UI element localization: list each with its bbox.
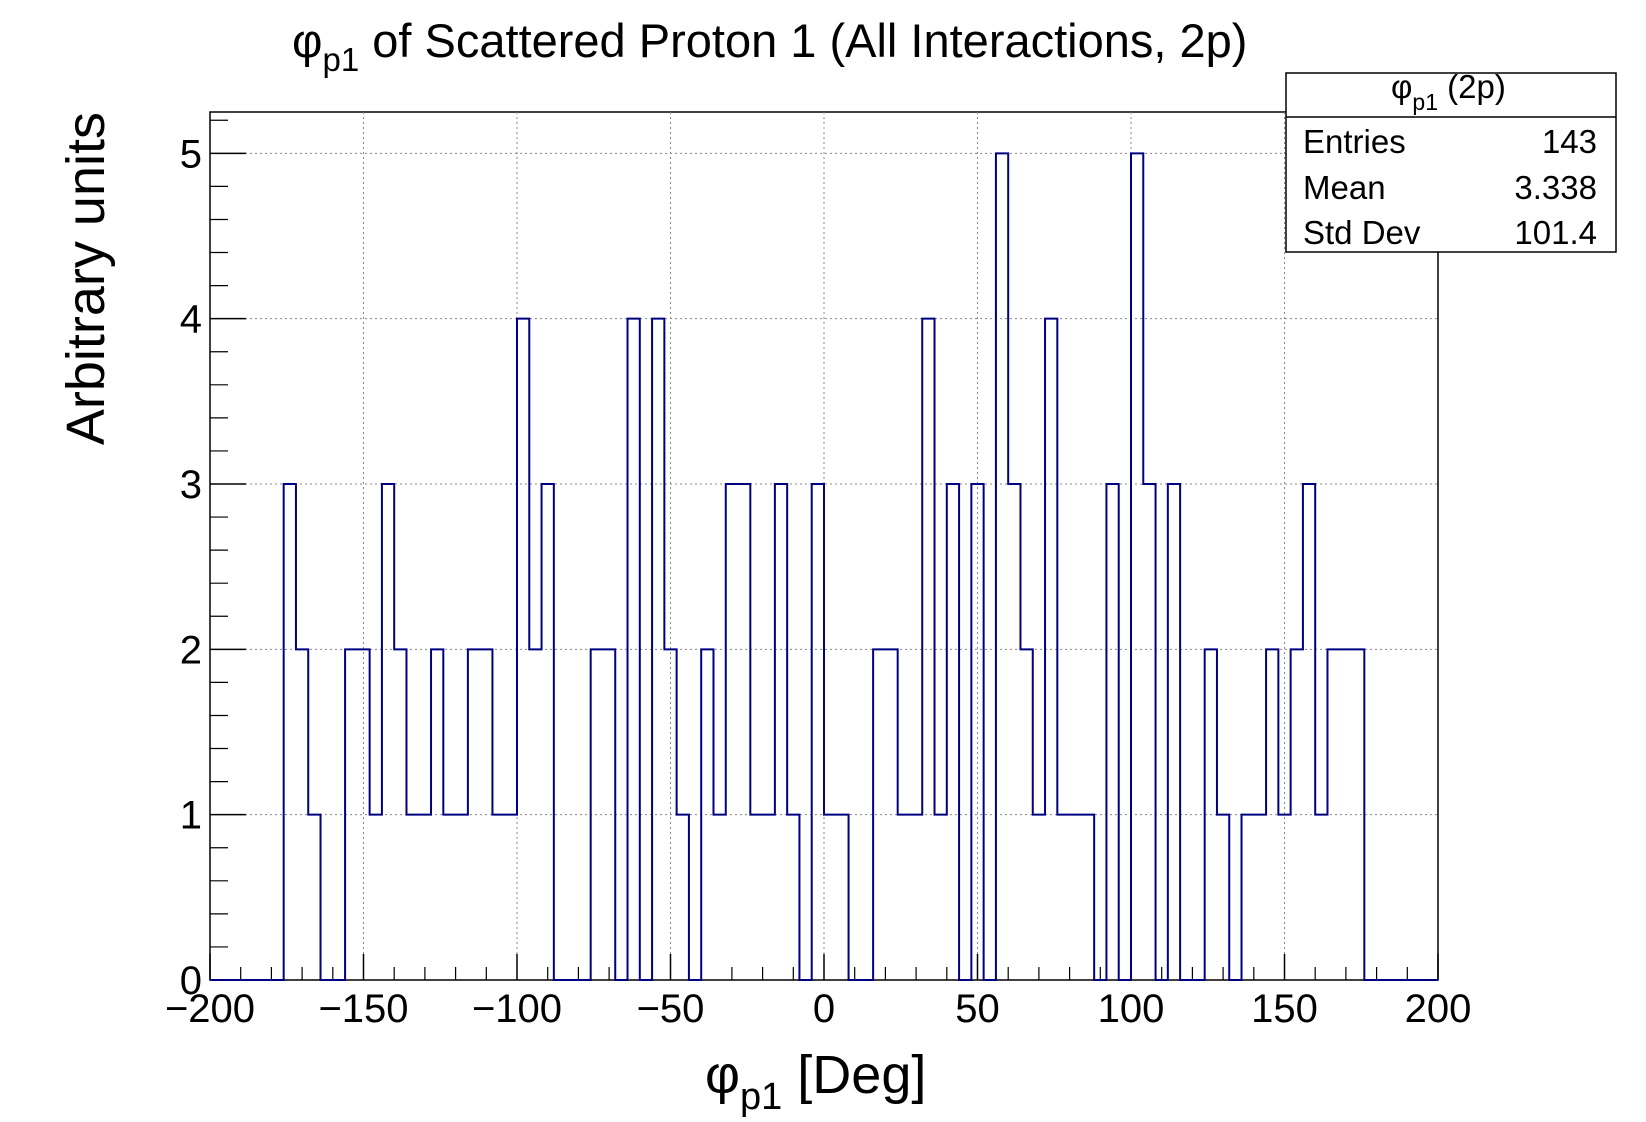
y-tick-label: 1 — [180, 794, 202, 838]
stats-row-value: 101.4 — [1514, 214, 1597, 251]
histogram-line — [210, 152, 1438, 981]
x-tick-label: −50 — [637, 987, 705, 1031]
xlabel-rest: [Deg] — [782, 1045, 926, 1105]
title-subscript: p1 — [322, 41, 359, 78]
stats-title-subscript: p1 — [1412, 89, 1438, 115]
chart-title: φp1 of Scattered Proton 1 (All Interacti… — [292, 14, 1247, 78]
x-axis-label: φp1 [Deg] — [705, 1045, 926, 1118]
x-tick-label: 100 — [1098, 987, 1165, 1031]
tick-label-layer: −200 −150 −100 −50 0 50 100 150 200 0 1 2 3 4 5 — [165, 132, 1471, 1031]
y-tick-label: 4 — [180, 298, 202, 342]
stats-row-label: Mean — [1303, 169, 1386, 206]
x-tick-label: −150 — [318, 987, 408, 1031]
xlabel-symbol: φ — [705, 1045, 740, 1105]
xlabel-subscript: p1 — [740, 1076, 782, 1118]
title-rest: of Scattered Proton 1 (All Interactions,… — [359, 14, 1247, 67]
stats-box: φp1 (2p) Entries 143 Mean 3.338 Std Dev … — [1285, 68, 1617, 253]
stats-title-symbol: φ — [1391, 68, 1412, 105]
y-axis-label: Arbitrary units — [56, 112, 116, 445]
x-tick-label: 50 — [955, 987, 1000, 1031]
y-tick-label: 0 — [180, 959, 202, 1003]
title-symbol: φ — [292, 14, 322, 67]
x-tick-label: −100 — [472, 987, 562, 1031]
x-tick-label: 150 — [1251, 987, 1318, 1031]
y-tick-label: 2 — [180, 628, 202, 672]
x-tick-label: −200 — [165, 987, 255, 1031]
x-tick-label: 0 — [813, 987, 835, 1031]
stats-row-label: Std Dev — [1303, 214, 1421, 251]
stats-row-label: Entries — [1303, 123, 1406, 160]
y-tick-label: 5 — [180, 132, 202, 176]
stats-row-value: 143 — [1542, 123, 1597, 160]
y-tick-label: 3 — [180, 463, 202, 507]
stats-box-frame — [1285, 72, 1617, 253]
stats-box-title: φp1 (2p) — [1391, 68, 1506, 115]
stats-row-value: 3.338 — [1514, 169, 1597, 206]
stats-title-rest: (2p) — [1438, 68, 1506, 105]
x-tick-label: 200 — [1405, 987, 1472, 1031]
